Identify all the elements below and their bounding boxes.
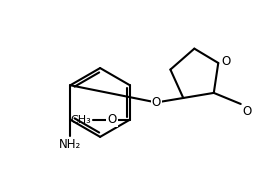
Text: NH₂: NH₂ [59, 138, 81, 151]
Text: O: O [107, 113, 116, 126]
Text: O: O [222, 55, 231, 68]
Text: O: O [152, 96, 161, 109]
Text: O: O [242, 106, 252, 118]
Text: CH₃: CH₃ [70, 115, 91, 125]
